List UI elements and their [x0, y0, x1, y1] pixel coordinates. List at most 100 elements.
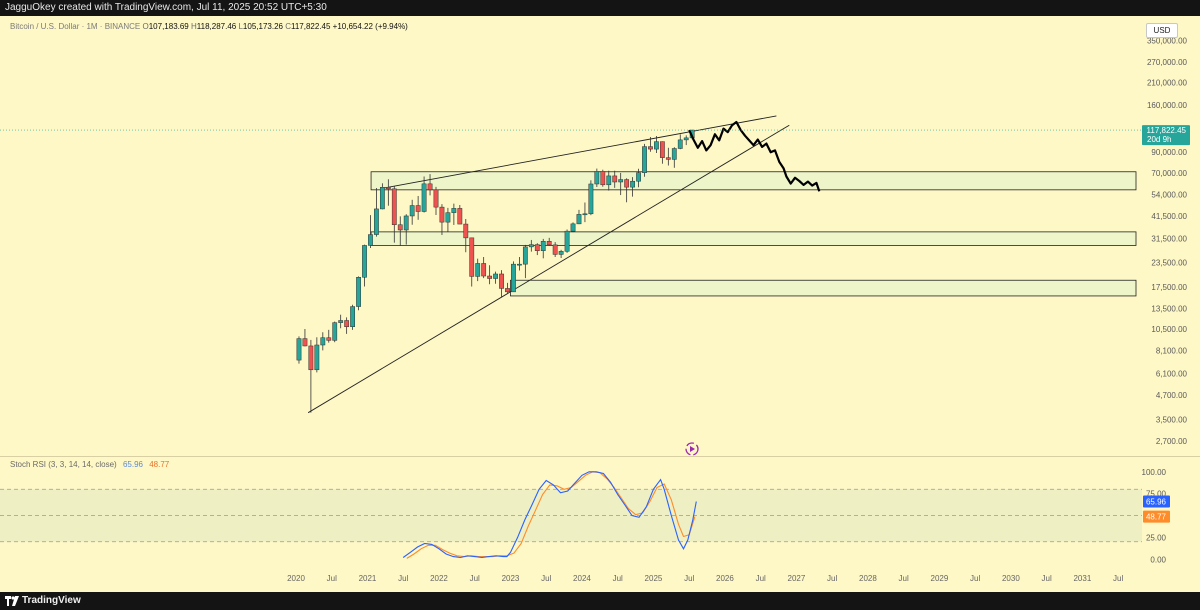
- price-tick-label: 2,700.00: [1156, 437, 1188, 446]
- price-tick-label: 160,000.00: [1147, 101, 1188, 110]
- candle-body: [457, 208, 463, 225]
- candle-body: [677, 139, 683, 149]
- rsi-k-tag-box: [1143, 495, 1170, 508]
- candle-body: [385, 187, 391, 190]
- stoch-rsi-title[interactable]: Stoch RSI (3, 3, 14, 14, close): [10, 460, 117, 469]
- time-tick-label: Jul: [541, 574, 551, 583]
- candle-2022-08: [481, 257, 487, 279]
- candle-2025-05: [677, 134, 683, 150]
- pane-divider[interactable]: [0, 456, 1200, 457]
- candle-body: [368, 234, 373, 246]
- rsi-tick-label: 0.00: [1150, 555, 1166, 564]
- time-tick-label: Jul: [970, 574, 980, 583]
- currency-selector[interactable]: USD: [1146, 23, 1178, 38]
- low-key: L: [238, 22, 243, 31]
- candle-2020-07: [332, 321, 338, 343]
- candle-body: [487, 275, 493, 279]
- candle-2024-06: [612, 170, 618, 188]
- candle-2021-11: [427, 174, 433, 196]
- candle-2020-12: [362, 244, 367, 287]
- rsi-d-tag-box: [1143, 510, 1170, 523]
- tradingview-logo-icon[interactable]: [5, 595, 19, 607]
- candle-body: [481, 263, 487, 277]
- candle-body: [671, 148, 677, 160]
- replay-icon[interactable]: [685, 442, 699, 456]
- time-tick-label: 2024: [573, 574, 591, 583]
- candle-body: [439, 206, 445, 223]
- high-value: 118,287.46: [196, 22, 237, 31]
- rsi-d-tag-label: 48.77: [1146, 513, 1167, 522]
- candle-body: [493, 273, 498, 279]
- candle-2020-09: [344, 317, 350, 334]
- tradingview-brand[interactable]: TradingView: [22, 595, 81, 606]
- high-key: H: [191, 22, 197, 31]
- candle-2021-03: [379, 183, 385, 210]
- candle-2023-10: [564, 229, 570, 253]
- candle-2024-05: [606, 170, 612, 191]
- time-tick-label: Jul: [1113, 574, 1123, 583]
- candle-2022-06: [469, 237, 475, 287]
- candle-2023-08: [552, 242, 558, 258]
- projection-line: [688, 120, 821, 192]
- support-zone-3: [510, 279, 1137, 297]
- symbol-name[interactable]: Bitcoin / U.S. Dollar · 1M · BINANCE: [10, 22, 141, 31]
- candle-body: [517, 263, 522, 266]
- time-tick-label: Jul: [827, 574, 837, 583]
- rsi-tick-label: 75.00: [1146, 490, 1167, 499]
- last-price-tag: [1142, 125, 1190, 146]
- last-price-value: 117,822.45: [1147, 126, 1187, 135]
- candle-body: [576, 214, 582, 225]
- candle-2020-08: [338, 314, 344, 329]
- candle-body: [499, 273, 504, 289]
- candle-body: [374, 208, 379, 235]
- close-value: 117,822.45: [290, 22, 331, 31]
- price-tick-label: 350,000.00: [1147, 36, 1188, 45]
- price-tick-label: 17,500.00: [1151, 283, 1187, 292]
- candle-2021-06: [397, 216, 403, 247]
- candle-2021-07: [403, 214, 409, 245]
- price-tick-label: 41,500.00: [1151, 212, 1187, 221]
- candle-2022-05: [463, 218, 469, 253]
- candle-body: [564, 230, 570, 252]
- candle-2024-01: [582, 202, 588, 223]
- candle-body: [612, 175, 618, 183]
- candle-2023-02: [517, 257, 522, 271]
- time-tick-label: 2028: [859, 574, 877, 583]
- candle-body: [683, 137, 689, 141]
- candle-2024-10: [636, 168, 641, 188]
- candle-body: [648, 146, 653, 150]
- candle-2022-09: [487, 265, 493, 285]
- candle-body: [642, 146, 647, 173]
- candle-body: [302, 338, 308, 347]
- candle-2023-04: [528, 239, 534, 252]
- price-tick-label: 70,000.00: [1151, 169, 1187, 178]
- candle-body: [546, 241, 552, 246]
- stoch-rsi-pane: [0, 471, 1142, 559]
- time-tick-label: 2031: [1073, 574, 1091, 583]
- time-tick-label: Jul: [327, 574, 337, 583]
- candle-2020-06: [326, 329, 332, 343]
- candle-body: [511, 263, 516, 293]
- candle-body: [314, 344, 320, 371]
- time-tick-label: 2025: [645, 574, 663, 583]
- candle-body: [659, 141, 665, 158]
- candle-body: [475, 263, 481, 277]
- candle-2024-09: [630, 177, 635, 197]
- candle-2025-03: [665, 147, 671, 166]
- time-tick-label: Jul: [899, 574, 909, 583]
- candle-2025-06: [683, 135, 689, 146]
- rsi-d-tag: 48.77: [1143, 510, 1170, 523]
- candle-body: [415, 205, 421, 212]
- candle-2022-01: [439, 204, 445, 236]
- candle-2020-03: [308, 339, 314, 413]
- candle-2024-04: [600, 169, 606, 187]
- trendlines: [307, 115, 790, 414]
- candle-2020-02: [302, 329, 308, 347]
- candle-body: [665, 157, 671, 160]
- time-tick-label: 2030: [1002, 574, 1020, 583]
- change-value: +10,654.22 (+9.94%): [332, 22, 408, 31]
- stoch-rsi-k-line: [402, 471, 697, 559]
- candle-body: [570, 223, 576, 232]
- candle-body: [636, 172, 641, 182]
